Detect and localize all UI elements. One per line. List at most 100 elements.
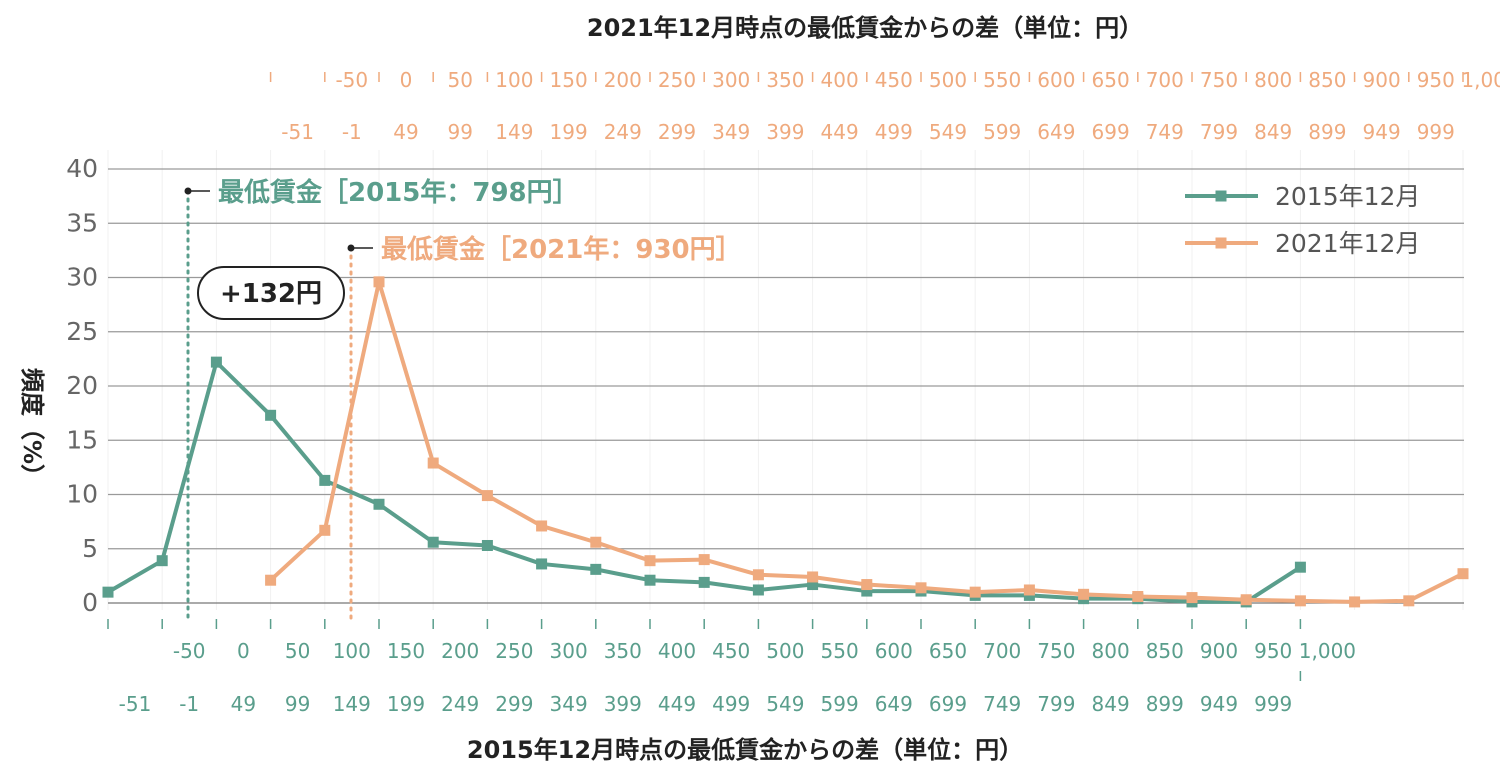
data-point	[752, 584, 764, 596]
bottom-tick-label-upper: 300	[550, 639, 588, 663]
top-tick-label-upper: 750	[1200, 68, 1238, 92]
top-tick-label-upper: 0	[400, 68, 413, 92]
difference-label: +132円	[220, 279, 322, 309]
data-point	[915, 582, 927, 594]
data-point	[698, 576, 710, 588]
bottom-tick-label-upper: 950	[1254, 639, 1292, 663]
bottom-axis-title: 2015年12月時点の最低賃金からの差（単位：円）	[467, 736, 1023, 764]
top-tick-label-lower: -51	[281, 120, 314, 144]
bottom-tick-label-upper: 750	[1037, 639, 1075, 663]
bottom-tick-label-upper: 100	[333, 639, 371, 663]
top-tick-label-lower: -1	[342, 120, 362, 144]
top-tick-label-lower: 549	[929, 120, 967, 144]
top-tick-label-upper: 50	[447, 68, 472, 92]
bottom-tick-label-upper: 650	[929, 639, 967, 663]
data-point	[210, 356, 222, 368]
top-tick-label-lower: 799	[1200, 120, 1238, 144]
bottom-tick-label-upper: 700	[983, 639, 1021, 663]
bottom-tick-label-lower: 349	[550, 692, 588, 716]
series-2	[265, 276, 1469, 608]
top-tick-label-lower: 649	[1037, 120, 1075, 144]
legend: 2015年12月 2021年12月	[1185, 182, 1420, 258]
top-tick-label-lower: 749	[1146, 120, 1184, 144]
bottom-tick-label-upper: 150	[387, 639, 425, 663]
data-point	[536, 520, 548, 532]
annotations: +132円	[197, 266, 345, 320]
data-point	[427, 536, 439, 548]
data-point	[1349, 596, 1361, 608]
data-point	[807, 579, 819, 591]
bottom-tick-label-lower: 399	[604, 692, 642, 716]
data-point	[373, 498, 385, 510]
data-point	[1132, 590, 1144, 602]
difference-callout	[197, 266, 345, 320]
gridlines	[107, 150, 1464, 610]
top-tick-label-upper: 500	[929, 68, 967, 92]
bottom-tick-label-lower: -1	[179, 692, 199, 716]
top-tick-label-upper: 200	[604, 68, 642, 92]
bottom-tick-label-lower: 849	[1092, 692, 1130, 716]
y-axis-ticks: 0 5 10 15 20 25 30 35 40	[66, 154, 98, 617]
top-tick-label-lower: 449	[821, 120, 859, 144]
data-point	[102, 586, 114, 598]
top-tick-label-upper: 700	[1146, 68, 1184, 92]
bottom-tick-label-upper: 500	[766, 639, 804, 663]
top-axis-ticks: -51 -50 -1 0 49 50 99 100 149 150 199 200 249 250 299 3…	[269, 68, 1500, 144]
top-tick-label-lower: 249	[604, 120, 642, 144]
data-point	[969, 586, 981, 598]
bottom-tick-label-lower: 249	[441, 692, 479, 716]
bottom-tick-label-lower: 949	[1200, 692, 1238, 716]
bottom-tick-label-lower: 749	[983, 692, 1021, 716]
data-point	[1403, 595, 1415, 607]
top-tick-label-lower: 949	[1363, 120, 1401, 144]
y-tick-label: 5	[82, 534, 98, 563]
top-tick-label-lower: 999	[1417, 120, 1455, 144]
minimum-wage-markers: 最低賃金［2015年：798円］ 最低賃金［2021年：930円］	[184, 177, 742, 620]
bottom-tick-label-upper: 200	[441, 639, 479, 663]
bottom-tick-label-lower: 599	[821, 692, 859, 716]
y-tick-label: 25	[66, 317, 98, 346]
top-tick-label-lower: 399	[766, 120, 804, 144]
bottom-tick-label-lower: 99	[285, 692, 310, 716]
bottom-tick-label-upper: 400	[658, 639, 696, 663]
top-tick-label-lower: 899	[1308, 120, 1346, 144]
bottom-tick-label-upper: 550	[821, 639, 859, 663]
bottom-tick-label-lower: 299	[495, 692, 533, 716]
top-tick-label-lower: 299	[658, 120, 696, 144]
top-tick-label-upper: 850	[1308, 68, 1346, 92]
top-axis-title: 2021年12月時点の最低賃金からの差（単位：円）	[587, 14, 1143, 42]
series-layer	[102, 276, 1469, 608]
top-tick-label-lower: 99	[447, 120, 472, 144]
data-point	[265, 409, 277, 421]
mw-2021-label: 最低賃金［2021年：930円］	[381, 234, 742, 265]
data-point	[1023, 584, 1035, 596]
top-tick-label-lower: 499	[875, 120, 913, 144]
top-tick-label-upper: 950	[1417, 68, 1455, 92]
bottom-tick-label-lower: 449	[658, 692, 696, 716]
top-tick-label-upper: 800	[1254, 68, 1292, 92]
y-tick-label: 15	[66, 425, 98, 454]
legend-label: 2021年12月	[1275, 229, 1420, 258]
top-tick-label-upper: 400	[821, 68, 859, 92]
bottom-tick-label-lower: 799	[1037, 692, 1075, 716]
top-tick-label-upper: 300	[712, 68, 750, 92]
data-point	[1078, 588, 1090, 600]
bottom-tick-label-lower: 49	[231, 692, 256, 716]
bottom-tick-label-upper: 900	[1200, 639, 1238, 663]
bottom-tick-label-lower: 499	[712, 692, 750, 716]
y-tick-label: 40	[66, 154, 98, 183]
bottom-tick-label-lower: 649	[875, 692, 913, 716]
data-point	[590, 563, 602, 575]
bottom-tick-label-upper: 450	[712, 639, 750, 663]
data-point	[644, 555, 656, 567]
top-tick-label-upper: 100	[495, 68, 533, 92]
data-point	[807, 571, 819, 583]
y-tick-label: 20	[66, 371, 98, 400]
y-tick-label: 35	[66, 208, 98, 237]
y-tick-label: 0	[82, 588, 98, 617]
bottom-tick-label-upper: 850	[1146, 639, 1184, 663]
y-tick-label: 10	[66, 480, 98, 509]
bottom-tick-label-lower: 149	[333, 692, 371, 716]
bottom-tick-label-upper: 50	[285, 639, 310, 663]
bottom-tick-label-lower: 899	[1146, 692, 1184, 716]
